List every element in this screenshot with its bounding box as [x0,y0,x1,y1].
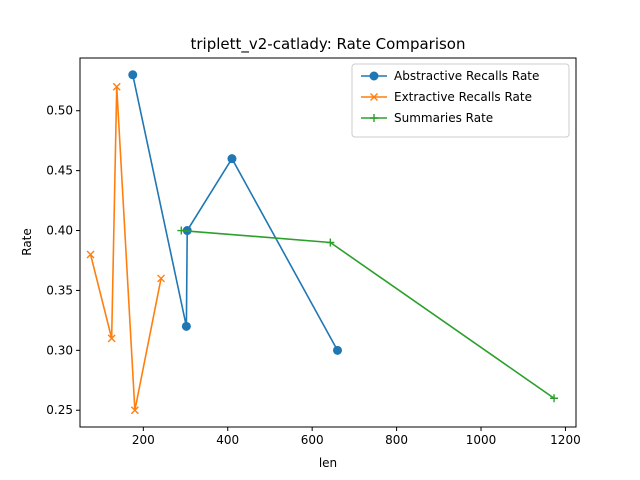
data-point [332,345,342,355]
x-axis-label: len [319,456,337,470]
y-tick-label: 0.50 [46,104,73,118]
y-tick-label: 0.45 [46,164,73,178]
x-tick-label: 200 [132,433,155,447]
data-point [326,238,335,247]
y-tick-label: 0.25 [46,403,73,417]
y-tick-label: 0.30 [46,343,73,357]
axis-ticks: 200 400 600 800 1000 1200 0.25 0.30 0.35 0.40 0.45… [46,104,580,447]
x-tick-label: 400 [216,433,239,447]
x-tick-label: 800 [385,433,408,447]
legend-marker [370,93,378,101]
data-point [86,250,95,259]
data-point [112,82,121,91]
data-point [157,274,166,283]
plot-area [86,70,559,415]
data-point [128,70,138,80]
legend-item: Extractive Recalls Rate [361,90,532,104]
legend: Abstractive Recalls Rate Extractive Recal… [351,63,570,138]
y-axis-label: Rate [20,228,34,256]
series-extractive-recalls-rate [86,82,166,415]
legend-label: Summaries Rate [394,111,493,125]
legend-item: Summaries Rate [361,111,493,125]
legend-marker [369,71,379,81]
legend-label: Extractive Recalls Rate [394,90,532,104]
data-point [107,334,116,343]
legend-box [351,63,570,138]
chart-title: triplett_v2-catlady: Rate Comparison [190,35,465,54]
data-point [177,226,186,235]
legend-label: Abstractive Recalls Rate [394,69,539,83]
axes-frame [79,57,577,428]
legend-marker [370,114,378,122]
data-point [550,394,559,403]
x-tick-label: 1000 [466,433,497,447]
x-tick-label: 600 [301,433,324,447]
data-point [227,154,237,164]
series-summaries-rate [177,226,559,403]
y-tick-label: 0.40 [46,224,73,238]
data-point [181,321,191,331]
x-tick-label: 1200 [550,433,581,447]
y-tick-label: 0.35 [46,283,73,297]
data-point [130,406,139,415]
legend-item: Abstractive Recalls Rate [361,69,539,83]
